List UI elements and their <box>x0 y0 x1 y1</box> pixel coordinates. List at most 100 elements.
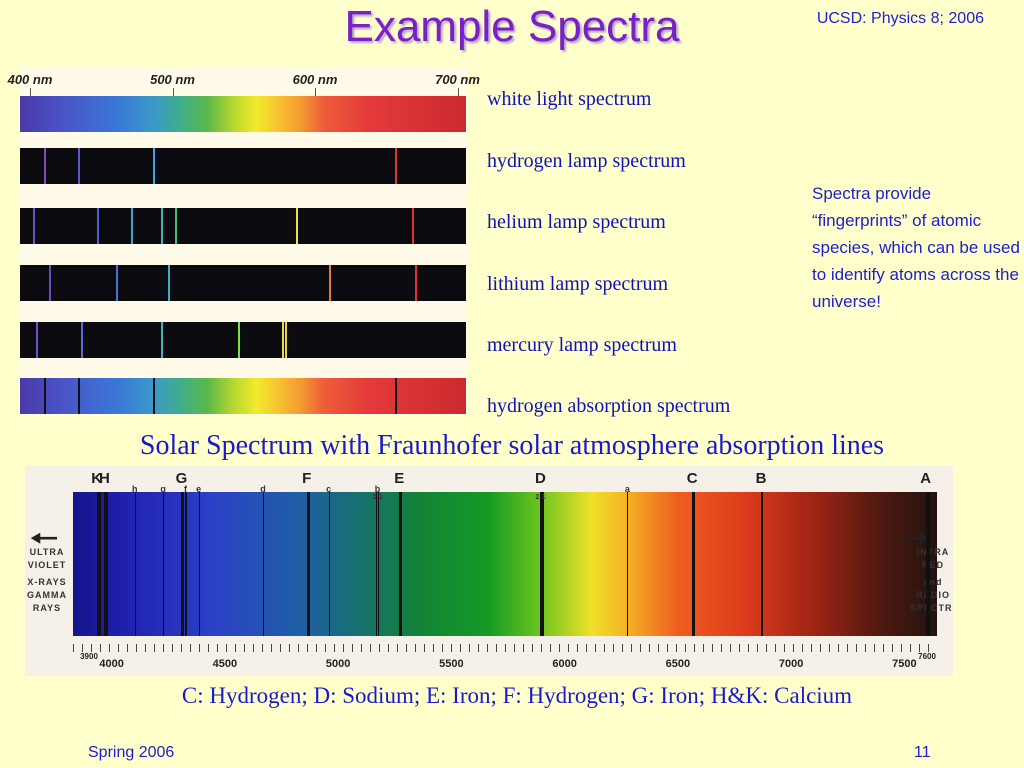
emission-line <box>96 208 99 244</box>
emission-line <box>285 322 288 358</box>
emission-line <box>44 378 47 414</box>
emission-line <box>152 148 155 184</box>
right-side-text: RED <box>921 560 944 570</box>
emission-line <box>282 322 285 358</box>
scale-label: 6000 <box>552 658 577 670</box>
fraunhofer-letter: H <box>98 470 110 487</box>
emission-line <box>175 208 178 244</box>
emission-line <box>152 378 155 414</box>
emission-line <box>78 378 81 414</box>
fingerprint-note: Spectra provide “fingerprints” of atomic… <box>812 184 1020 311</box>
wavelength-tick <box>172 88 174 96</box>
fraunhofer-subscript: 2-1 <box>535 494 546 501</box>
wavelength-tick <box>457 88 459 96</box>
emission-line <box>414 265 417 301</box>
spectrum-label: hydrogen lamp spectrum <box>487 150 686 172</box>
wavelength-tick-label: 500 nm <box>150 72 195 87</box>
fraunhofer-line <box>627 492 629 636</box>
fraunhofer-minor-letter: c <box>326 484 332 494</box>
fraunhofer-letter: F <box>302 470 312 487</box>
infrared-label: INFRA RED and RADIO SPECTRUM <box>910 546 953 615</box>
emission-line <box>32 208 35 244</box>
fraunhofer-letter: C <box>686 470 698 487</box>
right-side-text: SPECTRUM <box>910 603 953 613</box>
left-side-text: X-RAYS <box>27 577 67 587</box>
spectrum-strip <box>20 148 466 184</box>
spectrum-strip <box>20 96 466 132</box>
course-label: UCSD: Physics 8; 2006 <box>816 10 984 27</box>
emission-line <box>78 148 81 184</box>
spectrum-strip <box>20 208 466 244</box>
emission-line <box>161 322 164 358</box>
spectrum-label: mercury lamp spectrum <box>487 334 677 356</box>
fraunhofer-minor-letter: f <box>183 484 187 494</box>
right-side-text: INFRA <box>916 547 950 557</box>
wavelength-tick-label: 400 nm <box>7 72 53 87</box>
emission-line <box>329 265 332 301</box>
fraunhofer-line <box>541 492 545 636</box>
wavelength-tick <box>30 88 31 96</box>
ultraviolet-label: ULTRA VIOLET X-RAYS GAMMA RAYS <box>27 546 67 615</box>
fraunhofer-letter: E <box>394 470 405 487</box>
solar-spectrum: 🠔 🠖 ULTRA VIOLET X-RAYS GAMMA RAYS INFRA RED a… <box>25 466 953 676</box>
spectrum-label: helium lamp spectrum <box>487 211 666 233</box>
emission-line <box>238 322 241 358</box>
fraunhofer-subscript: 2-1 <box>372 494 383 501</box>
fraunhofer-line <box>375 492 377 636</box>
scale-label: 7600 <box>918 652 936 661</box>
fraunhofer-minor-letter: g <box>160 484 166 494</box>
scale-label: 7000 <box>778 658 804 670</box>
fraunhofer-letter: G <box>175 470 188 487</box>
scale-label: 4000 <box>99 658 124 670</box>
spectrum-strip <box>20 265 466 301</box>
left-arrow-icon: 🠔 <box>29 520 59 558</box>
fraunhofer-minor-letter: b <box>374 484 381 494</box>
fraunhofer-line <box>198 492 200 636</box>
fraunhofer-line <box>306 492 310 636</box>
solar-spectrum-title: Solar Spectrum with Fraunhofer solar atm… <box>139 430 885 461</box>
fraunhofer-letter: D <box>534 470 546 487</box>
spectrum-label: white light spectrum <box>487 88 652 110</box>
page-number: 11 <box>914 744 931 761</box>
fraunhofer-line <box>185 492 188 636</box>
emission-line <box>48 265 51 301</box>
spectrum-strip <box>20 378 466 414</box>
fraunhofer-line <box>692 492 696 636</box>
right-side-text: and <box>923 577 943 587</box>
emission-line <box>35 322 38 358</box>
spectrum-strip <box>20 322 466 358</box>
fraunhofer-letter: B <box>755 470 767 487</box>
fraunhofer-line <box>925 492 930 636</box>
fraunhofer-line <box>399 492 403 636</box>
scale-label: 5000 <box>325 658 351 670</box>
left-side-text: RAYS <box>32 603 62 613</box>
fraunhofer-minor-letter: a <box>624 484 630 494</box>
emission-line <box>394 378 397 414</box>
footer-date: Spring 2006 <box>88 744 175 761</box>
solar-color-band <box>73 492 937 636</box>
emission-line <box>115 265 118 301</box>
scale-label: 4500 <box>212 658 238 670</box>
emission-line <box>394 148 397 184</box>
fraunhofer-letter: K <box>91 470 103 487</box>
wavelength-tick-label: 600 nm <box>292 72 338 87</box>
emission-line <box>161 208 164 244</box>
emission-line <box>44 148 47 184</box>
wavelength-scale <box>73 644 937 652</box>
fraunhofer-line <box>761 492 764 636</box>
fraunhofer-line <box>262 492 264 636</box>
emission-line <box>296 208 299 244</box>
fraunhofer-line <box>377 492 379 636</box>
fraunhofer-minor-letter: h <box>132 484 138 494</box>
fraunhofer-minor-letter: d <box>260 484 266 494</box>
spectrum-label: hydrogen absorption spectrum <box>487 395 731 417</box>
fraunhofer-letter: A <box>920 470 932 487</box>
left-side-text: GAMMA <box>27 590 67 600</box>
line-key: C: Hydrogen; D: Sodium; E: Iron; F: Hydr… <box>181 683 853 708</box>
wavelength-tick <box>315 88 316 96</box>
left-side-text: VIOLET <box>27 560 67 570</box>
fraunhofer-minor-letter: e <box>196 484 202 494</box>
left-side-text: ULTRA <box>29 547 65 557</box>
scale-label: 6500 <box>665 658 691 670</box>
fraunhofer-line <box>328 492 330 636</box>
